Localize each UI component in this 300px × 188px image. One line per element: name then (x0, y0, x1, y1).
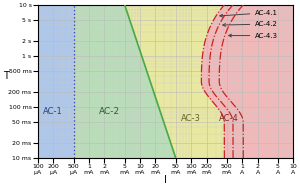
Text: AC-4: AC-4 (219, 114, 239, 123)
Y-axis label: T: T (3, 71, 9, 81)
Text: AC-4.2: AC-4.2 (223, 21, 278, 27)
Text: AC-1: AC-1 (44, 108, 63, 117)
Text: AC-4.3: AC-4.3 (229, 33, 278, 39)
Text: AC-2: AC-2 (99, 108, 120, 117)
X-axis label: I: I (164, 175, 167, 185)
Text: AC-3: AC-3 (181, 114, 201, 123)
Text: AC-4.1: AC-4.1 (220, 10, 278, 17)
